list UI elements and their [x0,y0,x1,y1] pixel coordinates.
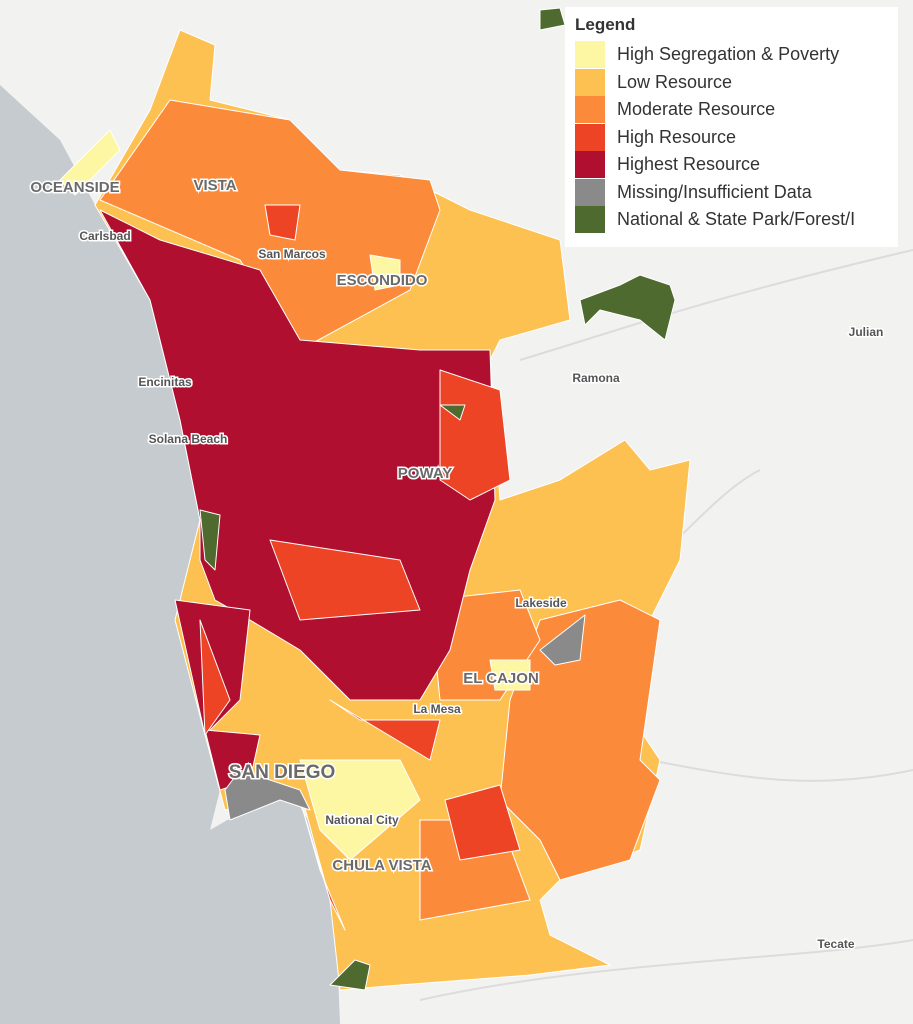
place-label: POWAY [398,465,452,482]
region [444,784,521,861]
legend-label: Low Resource [617,71,733,92]
legend-label: High Resource [617,126,737,147]
legend-label: High Segregation & Poverty [617,44,840,65]
legend-item: Missing/Insufficient Data [575,178,888,207]
region [329,699,441,761]
place-label: Julian [849,325,884,339]
legend-label: National & State Park/Forest/I [617,209,856,230]
legend-swatch [575,96,605,124]
region [499,599,661,881]
legend-item: Highest Resource [575,151,888,179]
ocean [0,85,340,1024]
legend-swatch [575,123,605,151]
legend-rows: High Segregation & Poverty Low Resource Mo… [575,41,888,234]
legend-swatch [575,206,605,234]
region [199,509,221,571]
place-label: La Mesa [413,702,461,716]
region [59,129,121,196]
place-label: ESCONDIDO [337,272,428,289]
place-label: Ramona [572,371,620,385]
region [299,799,346,931]
legend-item: Low Resource [575,68,888,97]
place-label: San Marcos [258,247,326,261]
legend-item: High Segregation & Poverty [575,41,888,69]
region [269,539,421,621]
place-label: SAN DIEGO [229,762,336,783]
region [329,959,371,991]
legend: Legend High Segregation & Poverty Low Res… [565,7,898,247]
legend-label: Moderate Resource [617,99,776,120]
region [369,254,401,291]
legend-swatch [575,41,605,69]
region [579,274,676,341]
region [439,404,466,421]
legend-swatch [575,68,605,96]
place-label: Carlsbad [79,229,130,243]
place-label: Tecate [817,937,854,951]
place-label: Lakeside [515,596,567,610]
legend-swatch [575,178,605,206]
region [439,369,511,501]
place-label: National City [325,813,399,827]
place-label: OCEANSIDE [30,179,119,196]
place-labels: OCEANSIDE VISTA Carlsbad San Marcos ESCONDID… [29,176,885,953]
legend-item: Moderate Resource [575,96,888,124]
place-label: Encinitas [138,375,192,389]
region [299,759,421,861]
legend-label: Highest Resource [617,154,761,175]
place-label: CHULA VISTA [332,857,431,874]
place-label: Solana Beach [149,432,228,446]
legend-title: Legend [575,15,636,34]
legend-item: High Resource [575,123,888,152]
region [489,659,531,691]
region [264,204,301,241]
place-label: VISTA [193,177,236,194]
region [539,614,586,666]
place-label: EL CAJON [463,670,539,687]
region [224,769,311,821]
legend-swatch [575,151,605,179]
region [199,619,231,736]
legend-label: Missing/Insufficient Data [617,181,812,202]
legend-item: National & State Park/Forest/I [575,206,888,234]
